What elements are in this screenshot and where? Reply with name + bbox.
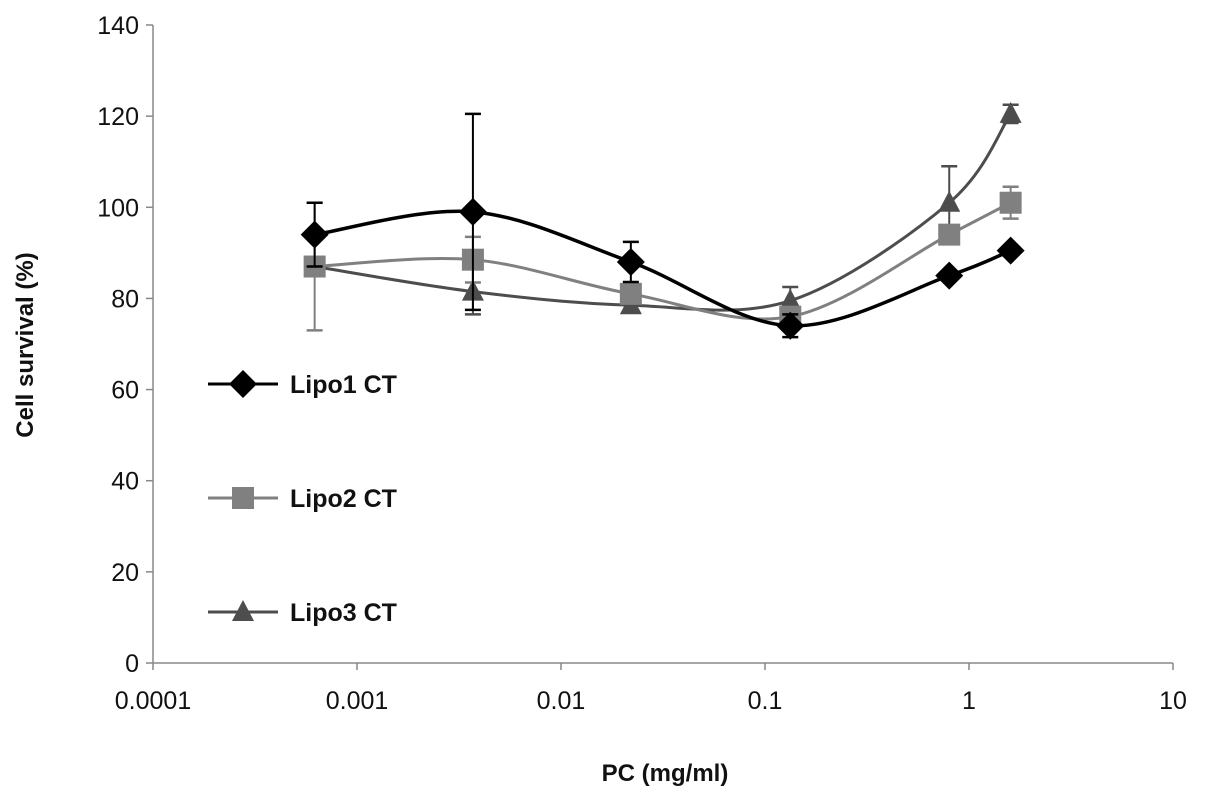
y-tick-label: 80	[111, 285, 139, 313]
data-point	[300, 220, 329, 249]
y-axis-label: Cell survival (%)	[12, 252, 39, 437]
y-tick-label: 40	[111, 468, 139, 496]
y-tick-label: 140	[97, 12, 139, 40]
y-tick-label: 120	[97, 103, 139, 131]
x-tick-label: 1	[962, 687, 976, 715]
data-point	[779, 288, 802, 310]
legend-label: Lipo1 CT	[290, 371, 397, 399]
x-tick-label: 0.1	[748, 687, 783, 715]
data-point	[999, 101, 1022, 123]
legend-label: Lipo2 CT	[290, 485, 397, 513]
axes: 0 20 40 60 80 100 120 140 0.0001 0.001 0.01 0.1 1 10	[97, 12, 1187, 715]
y-tick-label: 0	[125, 650, 139, 678]
data-point	[458, 197, 487, 226]
x-tick-label: 0.001	[326, 687, 389, 715]
series-line-lipo2-ct	[314, 201, 1012, 321]
x-tick-label: 10	[1159, 687, 1187, 715]
x-axis-label: PC (mg/ml)	[602, 760, 729, 787]
data-point	[616, 247, 645, 276]
legend-marker-square	[232, 487, 254, 509]
data-point	[776, 311, 805, 340]
legend-marker-triangle	[232, 600, 254, 621]
data-point	[938, 190, 961, 212]
y-tick-label: 100	[97, 194, 139, 222]
y-tick-label: 20	[111, 559, 139, 587]
x-tick-label: 0.01	[537, 687, 586, 715]
data-point	[935, 261, 964, 290]
legend-marker-diamond	[229, 370, 257, 398]
series-line-lipo1-ct	[314, 209, 1012, 328]
plot-area	[300, 101, 1025, 340]
series-line-lipo3-ct	[314, 113, 1012, 312]
legend-label: Lipo3 CT	[290, 599, 397, 627]
data-point	[938, 223, 961, 246]
data-point	[999, 191, 1022, 214]
data-point	[619, 282, 642, 305]
legend: Lipo1 CT Lipo2 CT Lipo3 CT	[208, 370, 397, 627]
y-tick-label: 60	[111, 377, 139, 405]
data-point	[996, 236, 1025, 265]
x-tick-label: 0.0001	[115, 687, 191, 715]
